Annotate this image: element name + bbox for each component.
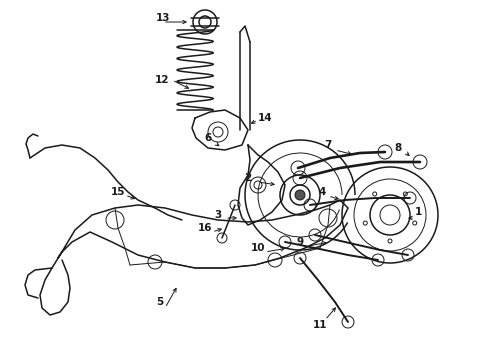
- Text: 3: 3: [215, 210, 221, 220]
- Text: 2: 2: [245, 173, 252, 183]
- Text: 16: 16: [198, 223, 212, 233]
- Text: 6: 6: [204, 133, 212, 143]
- Text: 14: 14: [258, 113, 272, 123]
- Text: 9: 9: [296, 237, 304, 247]
- Text: 12: 12: [155, 75, 169, 85]
- Circle shape: [295, 190, 305, 200]
- Text: 10: 10: [251, 243, 265, 253]
- Text: 1: 1: [415, 207, 421, 217]
- Text: 5: 5: [156, 297, 164, 307]
- Text: 11: 11: [313, 320, 327, 330]
- Text: 4: 4: [318, 187, 326, 197]
- Text: 13: 13: [156, 13, 170, 23]
- Text: 8: 8: [394, 143, 402, 153]
- Text: 15: 15: [111, 187, 125, 197]
- Text: 7: 7: [324, 140, 332, 150]
